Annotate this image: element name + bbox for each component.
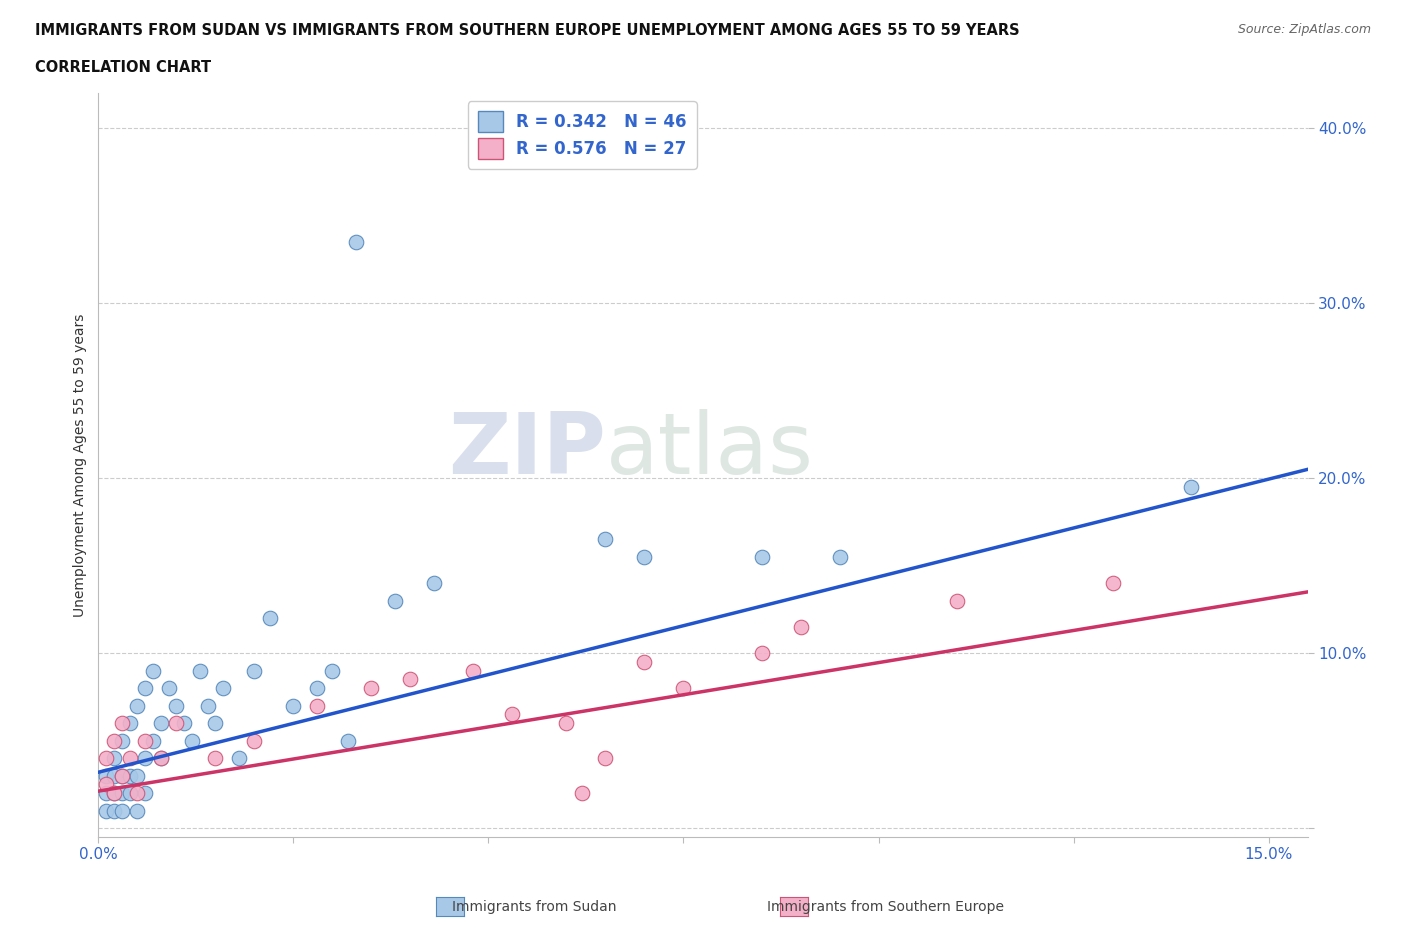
Point (165, 716, 187, 731)
Point (283, 698, 305, 713)
Point (595, 751, 617, 765)
Legend: R = 0.342   N = 46, R = 0.576   N = 27: R = 0.342 N = 46, R = 0.576 N = 27 (468, 101, 696, 168)
Point (321, 663, 343, 678)
Point (360, 681, 382, 696)
Point (633, 550, 655, 565)
Point (1101, 576, 1123, 591)
Point (134, 681, 156, 696)
Text: ZIP: ZIP (449, 408, 606, 492)
Point (111, 733, 134, 748)
Point (111, 768, 134, 783)
Y-axis label: Unemployment Among Ages 55 to 59 years: Unemployment Among Ages 55 to 59 years (73, 313, 87, 617)
Point (461, 663, 484, 678)
Point (384, 593, 406, 608)
Point (243, 733, 266, 748)
Point (96, 751, 118, 765)
Point (127, 768, 149, 783)
Point (204, 751, 226, 765)
Text: CORRELATION CHART: CORRELATION CHART (35, 60, 211, 75)
Point (243, 663, 266, 678)
Point (96, 804, 118, 818)
Point (259, 611, 281, 626)
Point (595, 532, 617, 547)
Point (96, 777, 118, 792)
Point (142, 663, 165, 678)
Point (127, 786, 149, 801)
Text: atlas: atlas (606, 408, 814, 492)
Point (828, 550, 851, 565)
Text: Immigrants from Sudan: Immigrants from Sudan (453, 899, 616, 914)
Point (103, 768, 125, 783)
Point (555, 716, 578, 731)
Text: Source: ZipAtlas.com: Source: ZipAtlas.com (1237, 23, 1371, 36)
Point (165, 698, 187, 713)
Point (134, 751, 156, 765)
Point (96, 786, 118, 801)
Point (149, 716, 172, 731)
Point (173, 716, 195, 731)
Point (142, 733, 165, 748)
Point (344, 234, 367, 249)
Point (96, 768, 118, 783)
Point (571, 786, 593, 801)
Point (305, 681, 328, 696)
Point (751, 550, 773, 565)
Point (118, 786, 141, 801)
Point (103, 751, 125, 765)
Point (149, 751, 172, 765)
Point (399, 672, 422, 687)
Point (111, 768, 134, 783)
Point (197, 698, 219, 713)
Point (789, 619, 811, 634)
Point (111, 804, 134, 818)
Point (188, 663, 211, 678)
Point (633, 655, 655, 670)
Point (127, 804, 149, 818)
Point (103, 804, 125, 818)
Point (127, 698, 149, 713)
Text: IMMIGRANTS FROM SUDAN VS IMMIGRANTS FROM SOUTHERN EUROPE UNEMPLOYMENT AMONG AGES: IMMIGRANTS FROM SUDAN VS IMMIGRANTS FROM… (35, 23, 1019, 38)
Point (501, 707, 523, 722)
Point (204, 716, 226, 731)
Point (672, 681, 695, 696)
Point (111, 716, 134, 731)
Point (1180, 480, 1202, 495)
Point (118, 716, 141, 731)
Point (228, 751, 250, 765)
Point (118, 751, 141, 765)
Point (118, 768, 141, 783)
Point (134, 786, 156, 801)
Point (103, 786, 125, 801)
Point (305, 698, 328, 713)
Point (337, 733, 360, 748)
Text: Immigrants from Southern Europe: Immigrants from Southern Europe (768, 899, 1004, 914)
Point (134, 733, 156, 748)
Point (103, 786, 125, 801)
Point (945, 593, 967, 608)
Point (212, 681, 235, 696)
Point (111, 786, 134, 801)
Point (751, 645, 773, 660)
Point (103, 733, 125, 748)
Point (149, 751, 172, 765)
Point (423, 576, 446, 591)
Point (157, 681, 180, 696)
Point (181, 733, 204, 748)
